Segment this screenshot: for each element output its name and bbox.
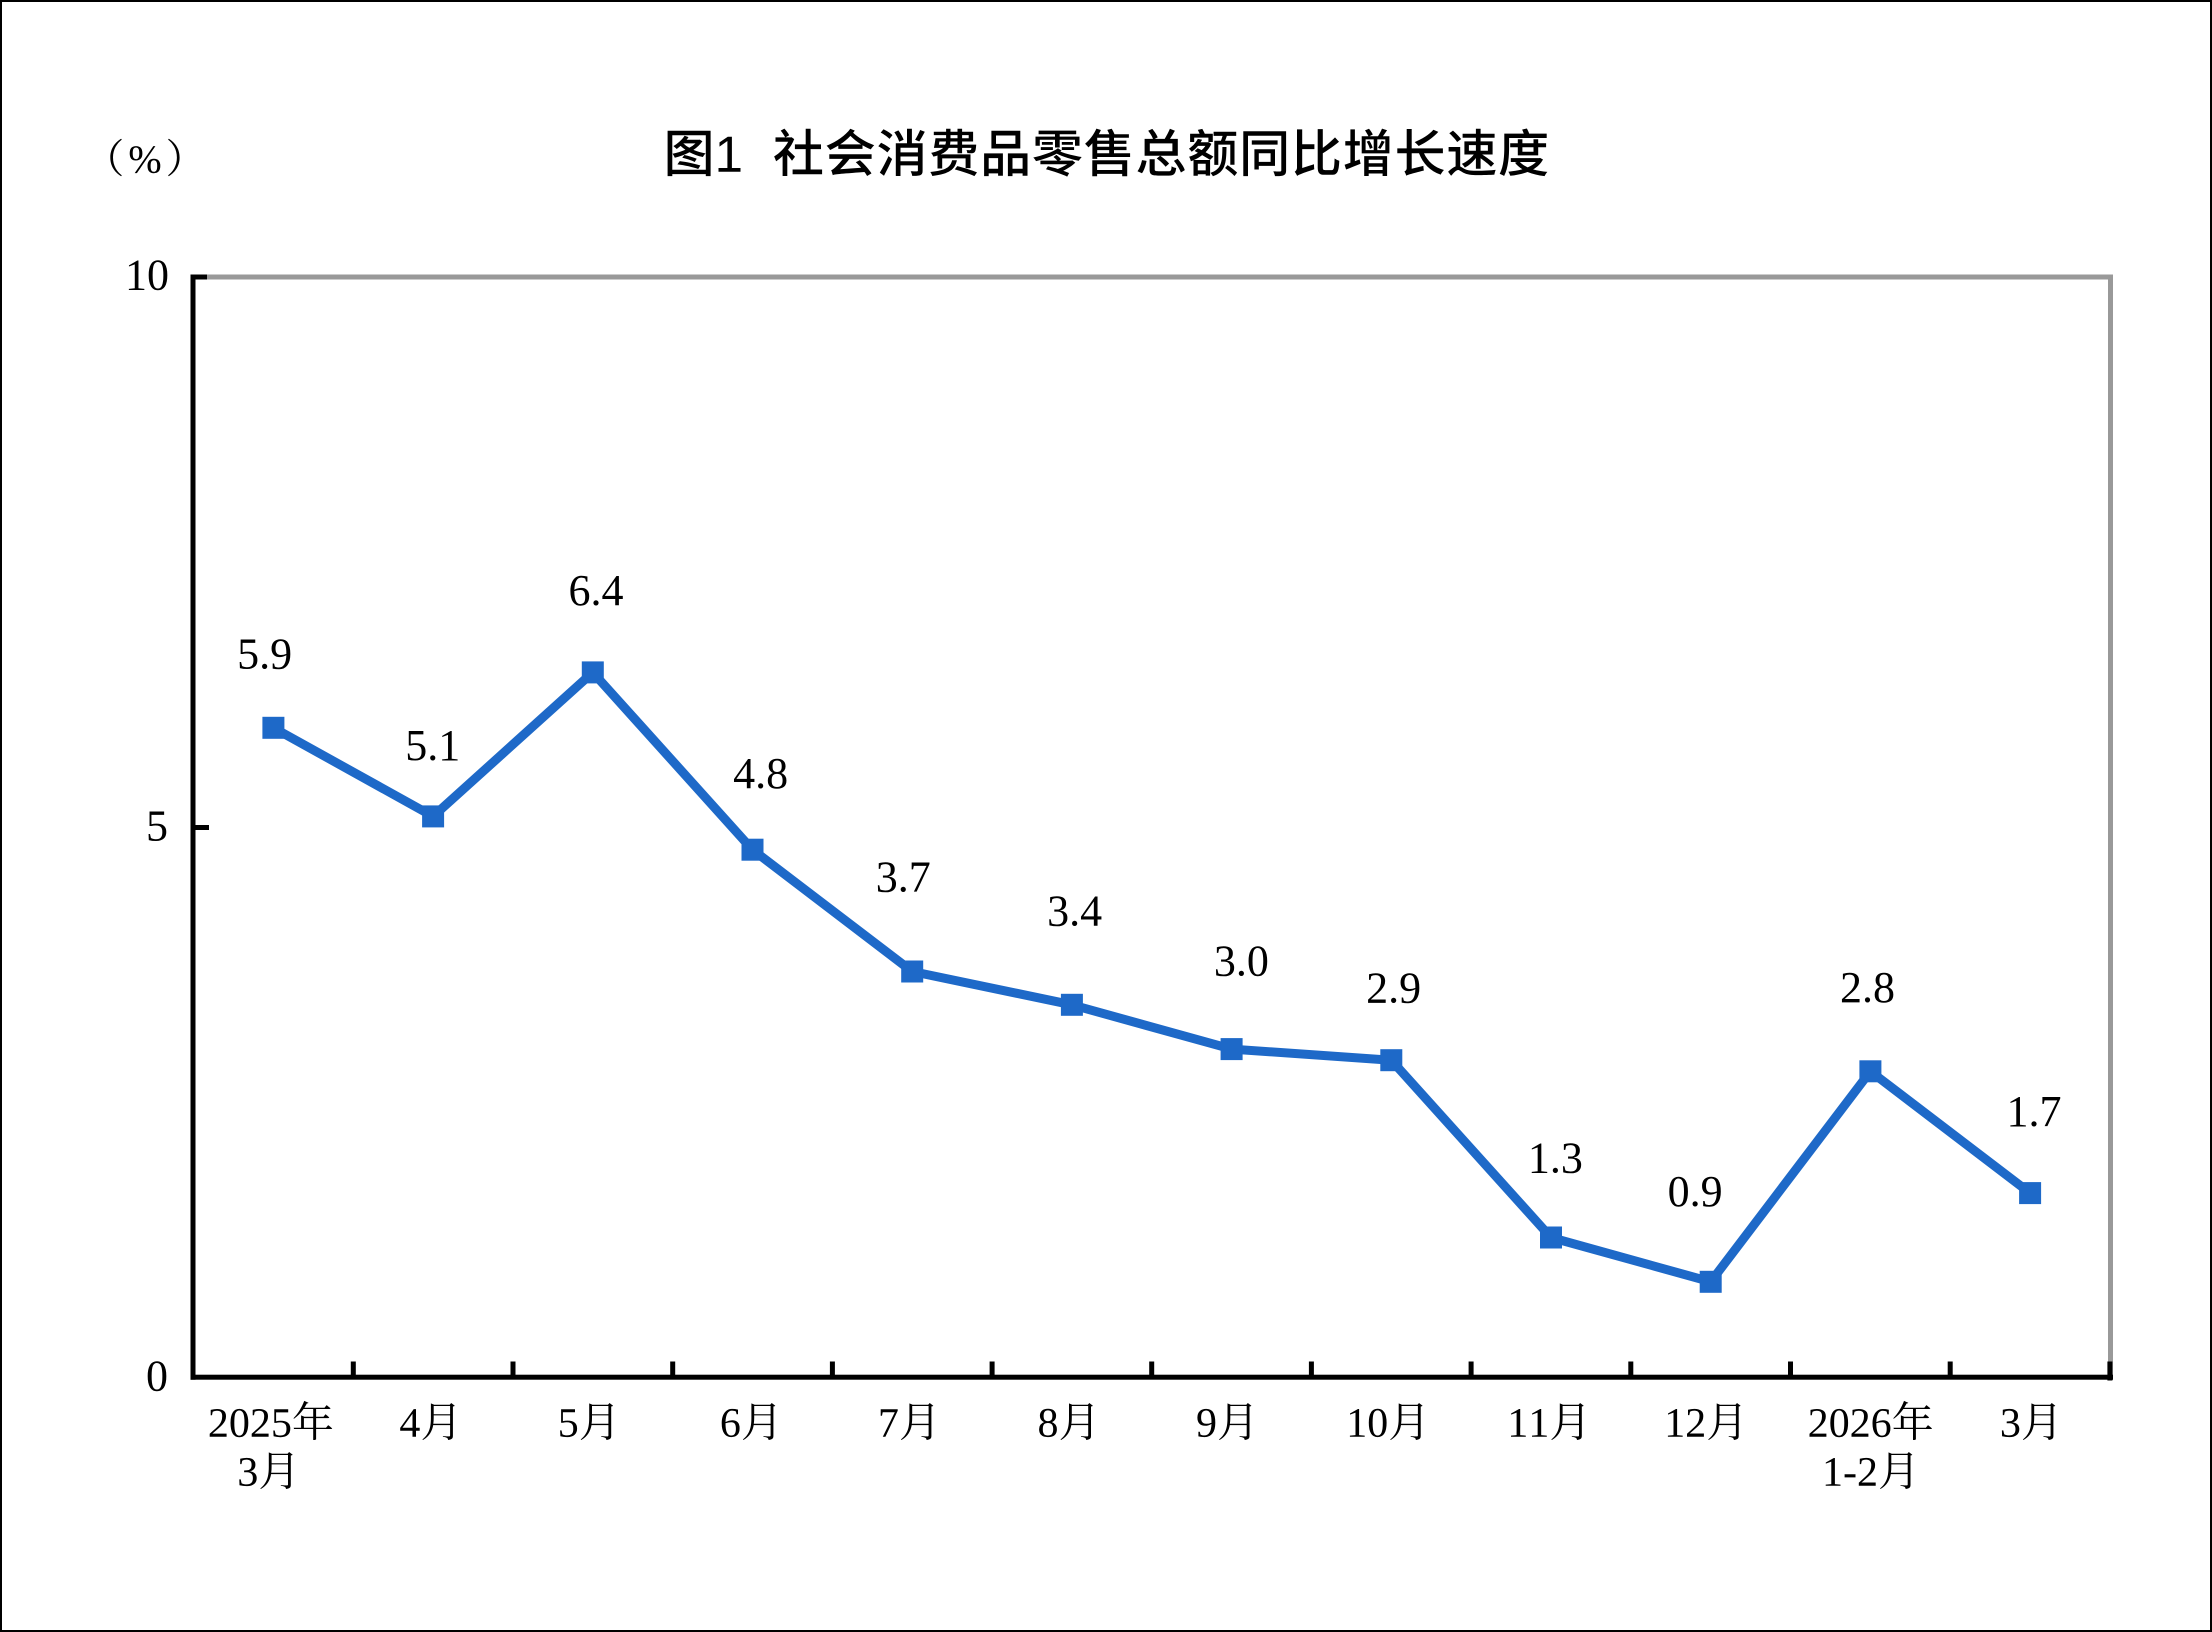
svg-text:6.4: 6.4 [569, 566, 624, 615]
svg-text:3.7: 3.7 [876, 853, 931, 902]
svg-text:1.3: 1.3 [1528, 1134, 1583, 1183]
svg-text:3.4: 3.4 [1047, 887, 1102, 936]
svg-text:5: 5 [146, 802, 168, 851]
svg-text:5.9: 5.9 [237, 629, 292, 678]
svg-text:5.1: 5.1 [405, 721, 460, 770]
svg-text:2.8: 2.8 [1840, 963, 1895, 1012]
svg-text:10: 10 [125, 251, 169, 300]
svg-text:0.9: 0.9 [1668, 1167, 1723, 1216]
svg-text:2.9: 2.9 [1366, 963, 1421, 1012]
svg-text:0: 0 [146, 1352, 168, 1401]
svg-text:3.0: 3.0 [1214, 937, 1269, 986]
svg-text:1.7: 1.7 [2007, 1087, 2062, 1136]
svg-text:4.8: 4.8 [733, 749, 788, 798]
